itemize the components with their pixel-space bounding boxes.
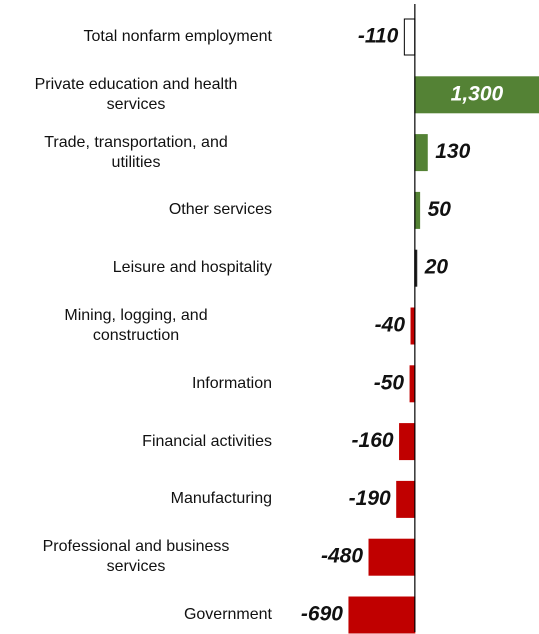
value-label: -40 [375,314,406,337]
category-label: Private education and health services [34,75,238,113]
category-label: Trade, transportation, and utilities [44,133,228,171]
value-label: -190 [349,487,391,510]
value-label: -160 [352,429,394,452]
bar [414,134,428,172]
category-label: Other services [168,201,272,219]
bar [399,423,416,461]
bar [396,480,416,518]
value-label: 1,300 [451,82,504,105]
category-label: Total nonfarm employment [83,28,272,45]
bar [348,596,416,634]
value-label: 130 [435,140,470,163]
bar [409,365,416,403]
value-label: 50 [428,198,452,221]
category-label: Mining, logging, and construction [64,307,208,344]
bar [414,191,421,229]
value-label: 20 [424,256,449,279]
bar [414,76,539,114]
category-label: Professional and business services [42,538,230,576]
value-label: -110 [358,25,399,48]
value-label: -50 [374,371,405,394]
category-label: Leisure and hospitality [112,259,272,277]
category-label: Financial activities [142,432,272,450]
bar [368,538,416,576]
category-label: Information [191,374,272,392]
category-label: Manufacturing [170,490,272,508]
bar [403,18,416,56]
value-label: -690 [301,603,343,626]
category-label: Government [183,606,272,623]
value-label: -480 [321,545,363,568]
